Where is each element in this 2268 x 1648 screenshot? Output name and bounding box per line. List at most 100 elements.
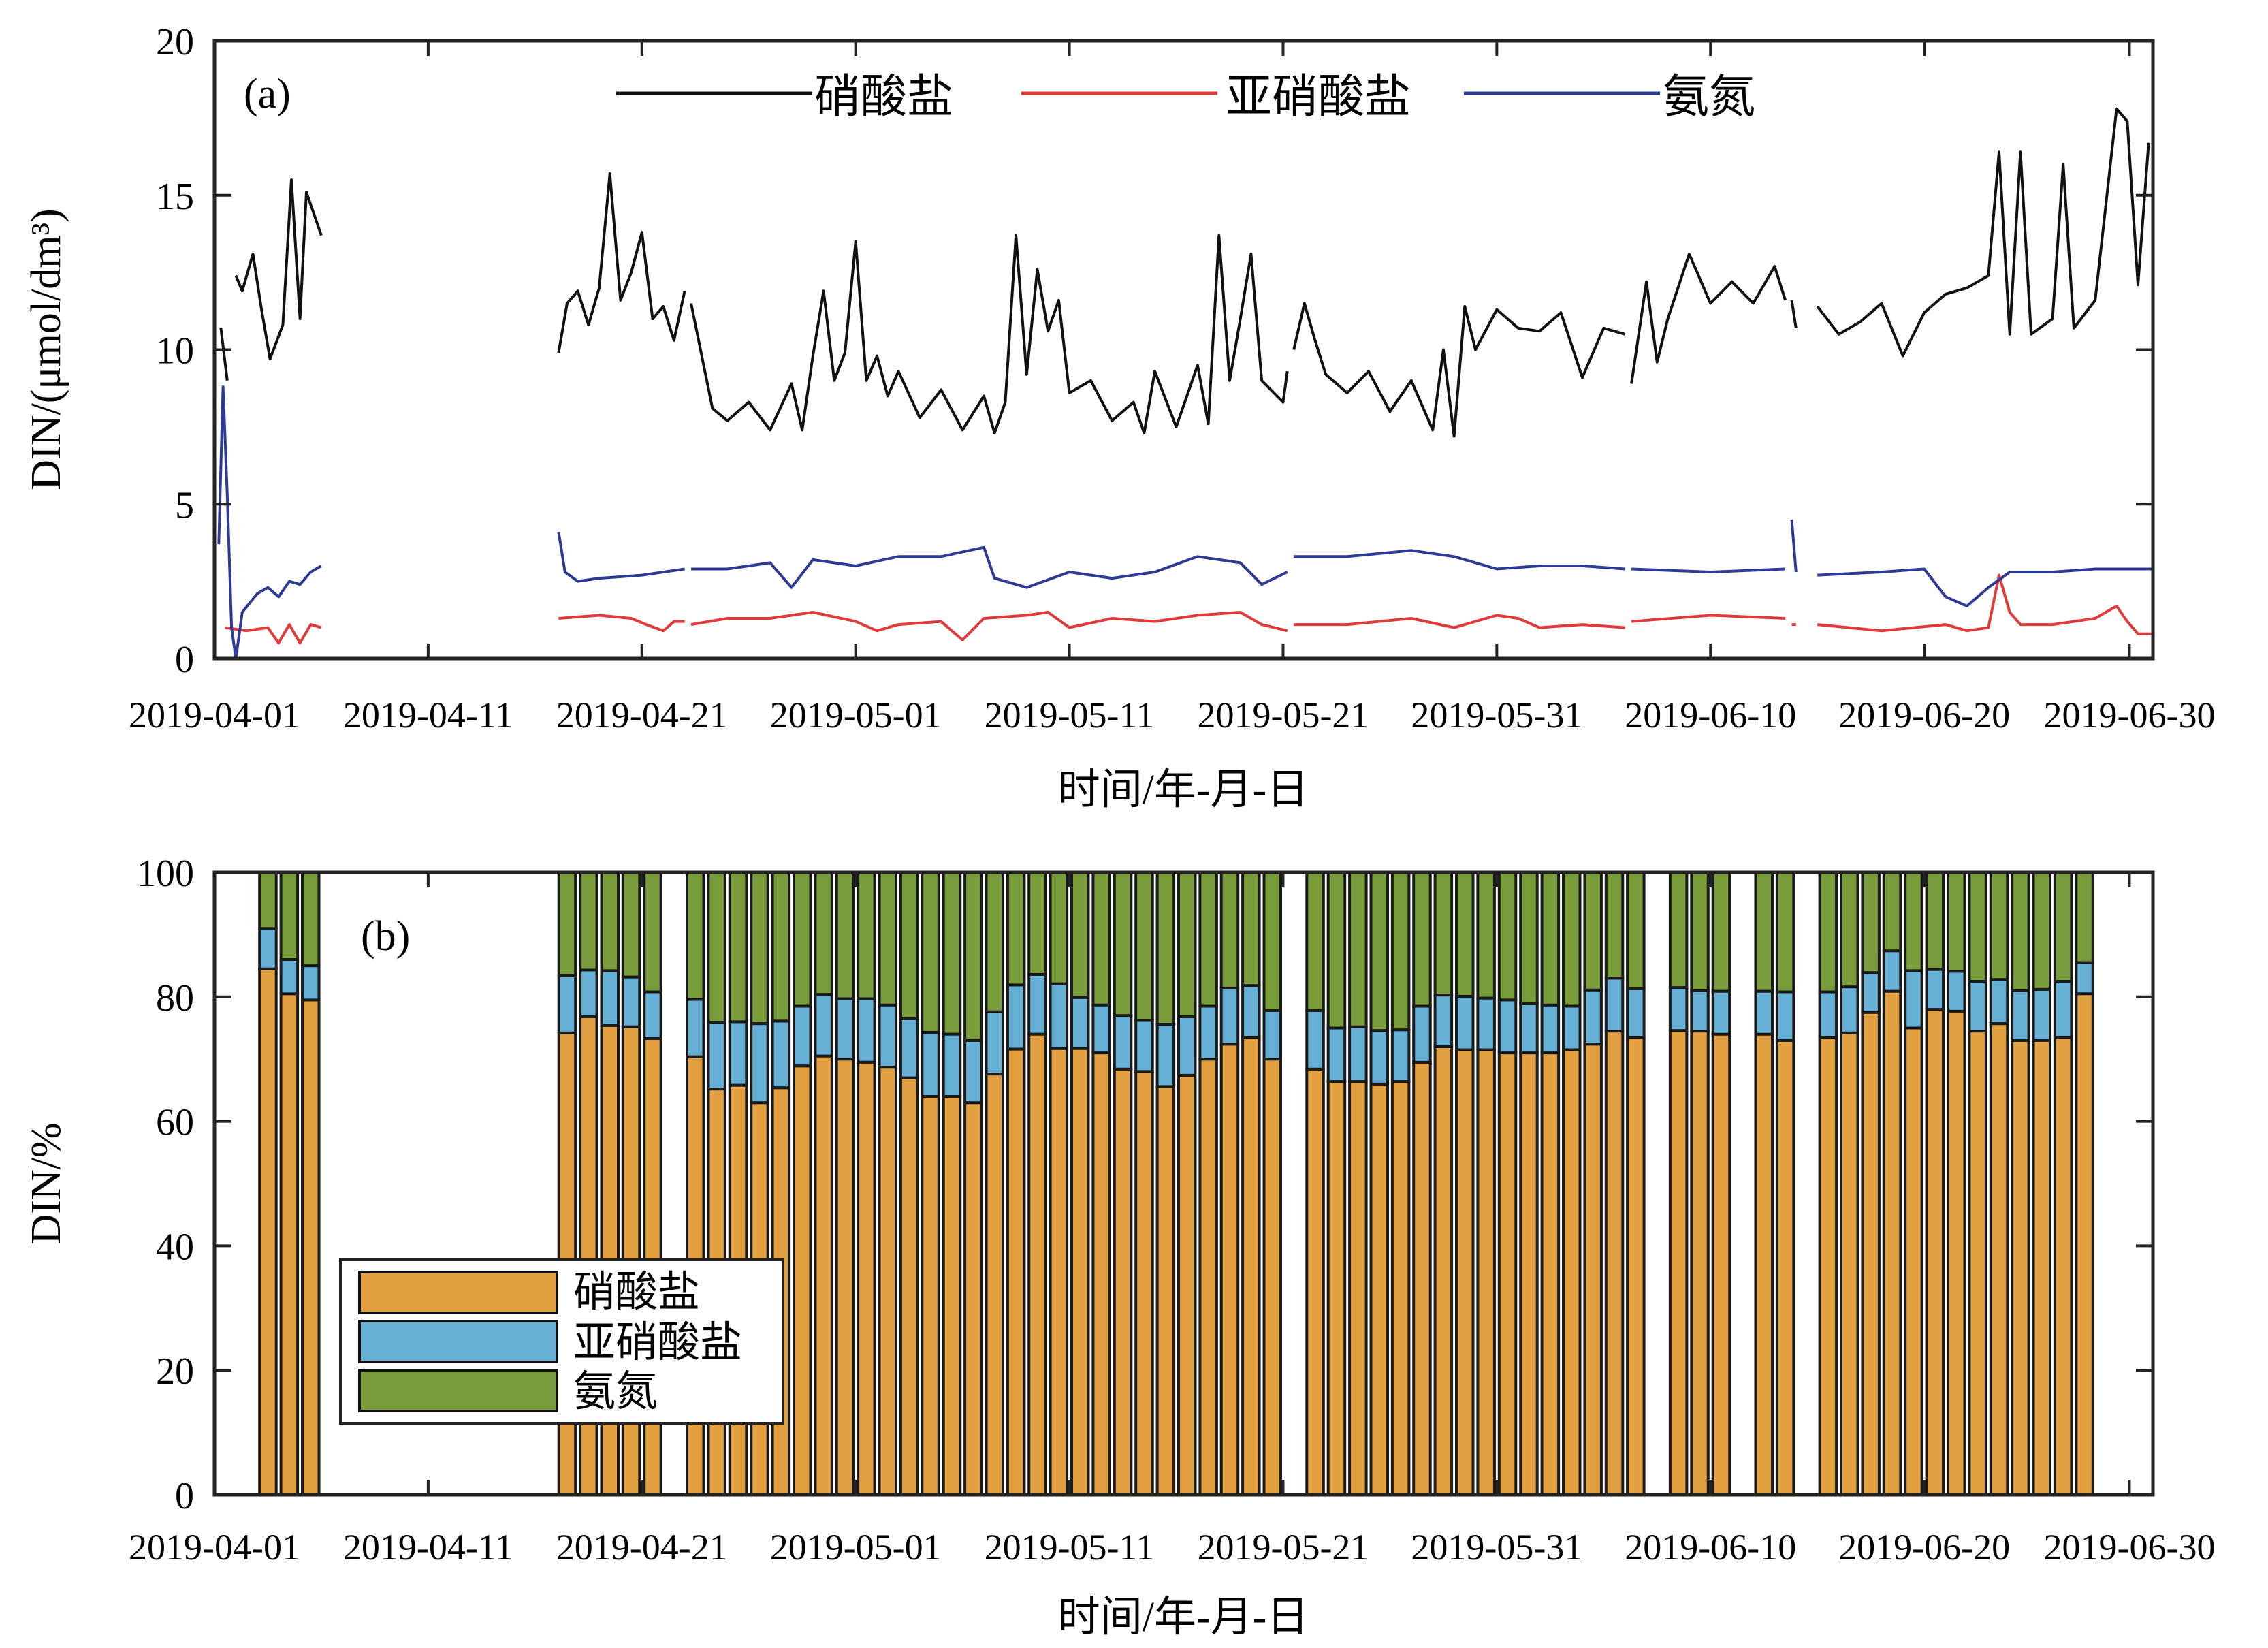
bar-nitrate bbox=[1583, 1043, 1603, 1497]
bar-ammonium bbox=[1775, 871, 1795, 994]
bar-ammonium bbox=[1818, 871, 1838, 994]
bar-nitrite bbox=[1711, 989, 1731, 1036]
bar-nitrate bbox=[258, 967, 278, 1496]
bar-nitrate bbox=[1968, 1030, 1987, 1496]
bar-ammonium bbox=[1476, 871, 1496, 1000]
bar-nitrite bbox=[899, 1017, 919, 1079]
bar-nitrite bbox=[1840, 985, 1859, 1034]
panel-b-x-ticks: 2019-04-01 2019-04-11 2019-04-21 2019-05-01… bbox=[129, 872, 2215, 1568]
bar-ammonium bbox=[1155, 871, 1176, 1026]
bar-nitrite bbox=[1006, 983, 1026, 1051]
bar-nitrite bbox=[728, 1020, 748, 1087]
bar-nitrite bbox=[1155, 1023, 1176, 1088]
bar-nitrite bbox=[686, 998, 705, 1058]
bar-nitrite bbox=[1262, 1009, 1282, 1061]
bar-nitrate bbox=[899, 1076, 919, 1496]
bar-nitrate bbox=[921, 1095, 940, 1496]
bar-nitrite bbox=[1968, 980, 1987, 1033]
bar-ammonium bbox=[1947, 871, 1966, 973]
bar-ammonium bbox=[1583, 871, 1603, 992]
bar-nitrate bbox=[2053, 1036, 2073, 1496]
bar-nitrate bbox=[1861, 1011, 1881, 1496]
bar-nitrate bbox=[1840, 1031, 1859, 1497]
y-tick-label: 20 bbox=[156, 1350, 194, 1393]
bar-nitrate bbox=[1476, 1048, 1496, 1496]
bar-nitrite bbox=[1904, 969, 1923, 1030]
bar-ammonium bbox=[1390, 871, 1411, 1032]
bar-nitrate bbox=[1604, 1030, 1625, 1496]
bar-nitrite bbox=[750, 1022, 769, 1105]
panel-a-x-axis-title: 时间/年-月-日 bbox=[1058, 767, 1309, 813]
panel-a-y-axis-title: DIN/(μmol/dm³) bbox=[23, 208, 69, 490]
bar-nitrate bbox=[1904, 1026, 1923, 1496]
bar-nitrite bbox=[1177, 1015, 1197, 1077]
bar-nitrate bbox=[1348, 1080, 1368, 1496]
series-line-nitrate bbox=[1630, 252, 1787, 384]
bar-nitrate bbox=[1198, 1058, 1218, 1496]
bar-nitrite bbox=[1540, 1003, 1561, 1055]
panel-a-y-ticks: 0 5 10 15 20 bbox=[156, 21, 2153, 681]
bar-ammonium bbox=[1989, 871, 2009, 981]
bar-ammonium bbox=[1882, 871, 1902, 953]
bar-ammonium bbox=[1711, 871, 1731, 993]
bar-ammonium bbox=[1113, 871, 1133, 1017]
bar-nitrate bbox=[1412, 1060, 1432, 1497]
bar-nitrate bbox=[1497, 1051, 1518, 1496]
legend-label-nitrate: 硝酸盐 bbox=[814, 71, 953, 123]
y-tick-label: 5 bbox=[175, 484, 194, 526]
bar-ammonium bbox=[579, 871, 598, 972]
bar-ammonium bbox=[1690, 871, 1710, 992]
y-tick-label: 0 bbox=[175, 1475, 194, 1517]
bar-nitrite bbox=[1989, 978, 2009, 1026]
x-tick-label: 2019-04-01 bbox=[129, 1527, 300, 1568]
x-tick-label: 2019-05-11 bbox=[985, 695, 1155, 735]
bar-nitrate bbox=[1626, 1036, 1646, 1496]
bar-ammonium bbox=[1177, 871, 1197, 1018]
x-tick-label: 2019-06-30 bbox=[2043, 1527, 2215, 1568]
bar-nitrite bbox=[1925, 968, 1945, 1011]
bar-nitrate bbox=[1006, 1047, 1026, 1496]
y-tick-label: 15 bbox=[156, 176, 194, 218]
bar-nitrite bbox=[1882, 949, 1902, 993]
bar-ammonium bbox=[1540, 871, 1561, 1007]
legend-swatch-ammonium bbox=[358, 1369, 558, 1412]
bar-ammonium bbox=[942, 871, 962, 1036]
panel-b-x-axis-title: 时间/年-月-日 bbox=[1058, 1594, 1309, 1641]
bar-nitrite bbox=[1497, 998, 1518, 1055]
bar-nitrate bbox=[1947, 1009, 1966, 1497]
bar-nitrite bbox=[1390, 1028, 1411, 1083]
bar-ammonium bbox=[1519, 871, 1539, 1005]
bar-ammonium bbox=[793, 871, 812, 1008]
bar-nitrate bbox=[1562, 1048, 1582, 1496]
legend-label-nitrate: 硝酸盐 bbox=[573, 1269, 700, 1316]
bar-ammonium bbox=[2053, 871, 2073, 983]
y-tick-label: 0 bbox=[175, 639, 194, 681]
bar-nitrite bbox=[279, 958, 300, 996]
x-tick-label: 2019-04-01 bbox=[129, 695, 300, 735]
bar-ammonium bbox=[1326, 871, 1347, 1030]
bar-ammonium bbox=[2032, 871, 2051, 991]
bar-ammonium bbox=[1754, 871, 1774, 993]
panel-b-y-axis-title: DIN/% bbox=[23, 1122, 69, 1244]
bar-ammonium bbox=[621, 871, 641, 979]
bar-ammonium bbox=[1968, 871, 1987, 983]
bar-ammonium bbox=[921, 871, 940, 1034]
bar-nitrate bbox=[963, 1101, 983, 1496]
x-tick-label: 2019-04-11 bbox=[343, 1527, 513, 1568]
bar-nitrate bbox=[1455, 1048, 1475, 1496]
bar-nitrite bbox=[814, 993, 833, 1058]
bar-nitrite bbox=[1690, 989, 1710, 1033]
y-tick-label: 40 bbox=[156, 1226, 194, 1268]
bar-ammonium bbox=[1369, 871, 1389, 1032]
bar-nitrate bbox=[1989, 1022, 2009, 1496]
bar-nitrite bbox=[1369, 1029, 1389, 1086]
x-tick-label: 2019-06-20 bbox=[1838, 695, 2010, 735]
y-tick-label: 60 bbox=[156, 1102, 194, 1144]
legend-label-ammonium: 氨氮 bbox=[1663, 71, 1755, 123]
x-tick-label: 2019-05-31 bbox=[1411, 695, 1582, 735]
bar-ammonium bbox=[963, 871, 983, 1042]
bar-nitrite bbox=[1091, 1003, 1111, 1055]
bar-nitrite bbox=[1818, 990, 1838, 1039]
series-line-ammonium bbox=[1817, 567, 2153, 607]
series-line-ammonium bbox=[691, 545, 1288, 589]
